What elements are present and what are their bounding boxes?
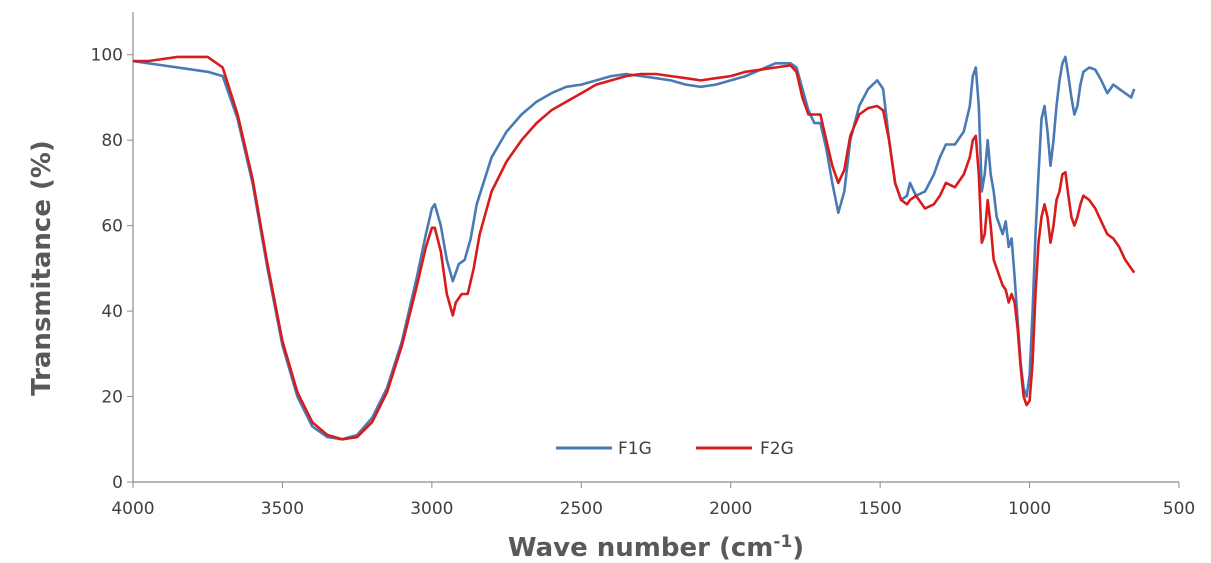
y-tick-labels: 0 20 40 60 80 100 [91,46,123,493]
x-tick-label: 2500 [560,499,603,519]
legend-label-f1g: F1G [618,439,652,459]
x-axis-title-close: ) [792,533,804,563]
legend-label-f2g: F2G [760,439,794,459]
x-tick-label: 4000 [111,499,154,519]
series-lines [132,55,1136,441]
y-tick-label: 80 [101,131,123,151]
x-tick-label: 1500 [859,499,902,519]
x-tick-labels: 4000 3500 3000 2500 2000 1500 1000 500 [111,499,1195,519]
y-tick-label: 0 [112,473,123,493]
y-axis-title: Transmitance (%) [27,140,57,396]
x-tick-label: 3000 [410,499,453,519]
x-tick-label: 3500 [261,499,304,519]
y-tick-label: 40 [101,302,123,322]
legend: F1G F2G [556,439,794,459]
y-tick-label: 60 [101,217,123,237]
x-tick-label: 1000 [1008,499,1051,519]
plot-axes [127,12,1180,488]
series-line-f2g [133,55,1136,441]
x-axis-title-superscript: -1 [773,532,792,552]
y-tick-label: 100 [91,46,123,66]
x-axis-title-main: Wave number (cm [508,533,774,563]
series-line-f1g [132,55,1136,441]
x-tick-label: 2000 [709,499,752,519]
x-axis-title: Wave number (cm-1) [508,532,804,563]
x-tick-label: 500 [1163,499,1195,519]
y-tick-label: 20 [101,388,123,408]
